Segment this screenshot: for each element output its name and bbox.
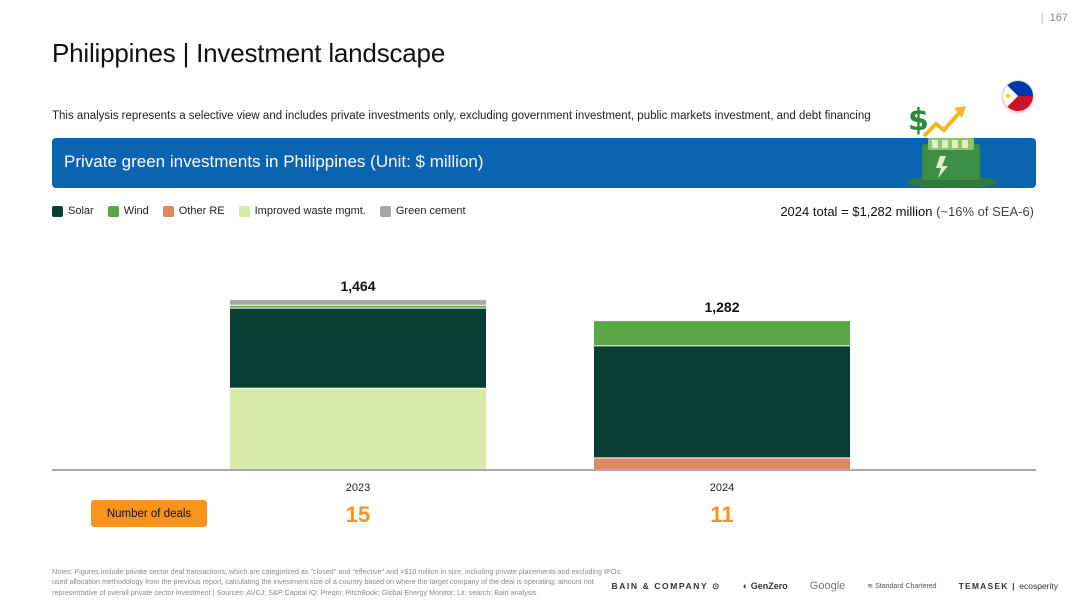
legend-swatch-solar (52, 205, 63, 217)
legend-item-green-cement: Green cement (379, 205, 466, 217)
legend-swatch-waste (238, 205, 250, 217)
genzero-logo: ◐ GenZero (742, 581, 788, 591)
legend-item-solar: Solar (52, 205, 94, 217)
legend-item-waste: Improved waste mgmt. (238, 205, 366, 217)
chart-banner: Private green investments in Philippines… (52, 103, 1036, 188)
page-title: Philippines | Investment landscape (52, 38, 446, 68)
banner-unit: (Unit: $ million) (370, 152, 484, 171)
legend-swatch-wind (107, 205, 119, 217)
total-label: 2024 total = $1,282 million (780, 204, 933, 219)
footnotes: Notes: Figures include private sector de… (52, 567, 623, 597)
deal-count-2024: 11 (710, 502, 734, 527)
bar-solar-2024 (594, 346, 850, 458)
legend-item-other-re: Other RE (162, 205, 225, 217)
svg-text:$: $ (908, 103, 929, 138)
number-of-deals-badge: Number of deals (91, 500, 207, 527)
bar-wind-2023 (230, 305, 486, 308)
stacked-bar-chart: 1,464 2023 1,282 2024 (52, 278, 1036, 494)
temasek-logo: TEMASEK | ecosperity (958, 581, 1058, 591)
share-label: (~16% of SEA-6) (936, 204, 1034, 219)
legend-swatch-green-cement (379, 205, 391, 217)
bar-wind-2024 (594, 321, 850, 346)
partner-logos: BAIN & COMPANY ⊙ ◐ GenZero Google ≋ Stan… (611, 580, 1058, 592)
bar-waste-2023 (230, 388, 486, 469)
standard-chartered-logo: ≋ Standard Chartered (867, 583, 937, 590)
x-tick-label-2024: 2024 (710, 482, 734, 494)
google-logo: Google (809, 580, 846, 592)
deal-count-2023: 15 (345, 502, 371, 527)
philippines-flag-icon (1002, 80, 1034, 112)
bain-logo: BAIN & COMPANY ⊙ (611, 580, 721, 591)
bar-solar-2023 (230, 308, 486, 388)
x-tick-label-2023: 2023 (346, 482, 370, 494)
bar-cement-2023 (230, 300, 486, 305)
legend-item-wind: Wind (107, 205, 149, 217)
page-number: | 167 (1040, 12, 1068, 24)
legend-swatch-other-re (162, 205, 174, 217)
total-label-2024: 1,282 (704, 299, 739, 315)
total-summary: 2024 total = $1,282 million (~16% of SEA… (780, 204, 1034, 219)
bar-other_re-2024 (594, 458, 850, 469)
chart-legend: Solar Wind Other RE Improved waste mgmt.… (52, 205, 466, 217)
green-investment-illustration-icon: $ (906, 103, 998, 188)
banner-title: Private green investments in Philippines (64, 152, 366, 171)
total-label-2023: 1,464 (340, 278, 375, 294)
page-subtitle: This analysis represents a selective vie… (52, 110, 871, 122)
